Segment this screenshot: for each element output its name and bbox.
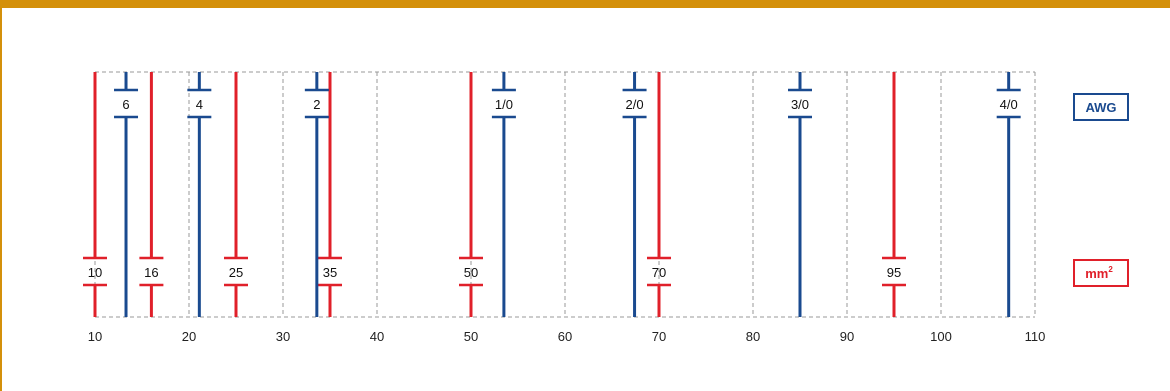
marker-label: 1/0 xyxy=(495,97,513,112)
top-accent-bar xyxy=(0,0,1170,8)
marker-label: 4/0 xyxy=(1000,97,1018,112)
mm2-badge-label: mm2 xyxy=(1085,265,1113,281)
mm2-badge-base: mm xyxy=(1085,266,1108,281)
x-tick-label-20: 20 xyxy=(182,329,196,344)
mm2-marker-50: 50 xyxy=(459,72,483,317)
mm2-badge: mm2 xyxy=(1073,259,1129,287)
mm2-marker-35: 35 xyxy=(318,72,342,317)
marker-label: 50 xyxy=(464,265,478,280)
x-tick-label-40: 40 xyxy=(370,329,384,344)
series-lines: 10 16 25 35 50 70 95 6 4 2 1/0 2/0 3/0 4/0 xyxy=(83,72,1021,317)
x-tick-label-60: 60 xyxy=(558,329,572,344)
marker-label: 3/0 xyxy=(791,97,809,112)
x-axis-ticks: 10 20 30 40 50 60 70 80 90 100 110 xyxy=(88,329,1046,344)
mm2-marker-10: 10 xyxy=(83,72,107,317)
mm2-marker-95: 95 xyxy=(882,72,906,317)
marker-label: 2 xyxy=(313,97,320,112)
awg-marker-4-0: 4/0 xyxy=(996,72,1021,317)
x-tick-label-80: 80 xyxy=(746,329,760,344)
mm2-badge-sup: 2 xyxy=(1108,265,1113,274)
x-tick-label-90: 90 xyxy=(840,329,854,344)
awg-marker-4: 4 xyxy=(187,72,212,317)
marker-label: 6 xyxy=(122,97,129,112)
mm2-marker-16: 16 xyxy=(139,72,164,317)
mm2-badge-box xyxy=(1073,259,1129,287)
marker-label: 95 xyxy=(887,265,901,280)
x-tick-label-50: 50 xyxy=(464,329,478,344)
mm2-marker-25: 25 xyxy=(224,72,248,317)
x-tick-label-100: 100 xyxy=(930,329,952,344)
awg-badge-box xyxy=(1073,93,1129,121)
marker-label: 70 xyxy=(652,265,666,280)
marker-label: 10 xyxy=(88,265,102,280)
x-tick-label-110: 110 xyxy=(1025,329,1046,344)
marker-label: 4 xyxy=(196,97,203,112)
x-tick-label-70: 70 xyxy=(652,329,666,344)
marker-label: 35 xyxy=(323,265,337,280)
awg-marker-2: 2 xyxy=(304,72,329,317)
awg-badge-label: AWG xyxy=(1085,100,1116,115)
marker-label: 2/0 xyxy=(626,97,644,112)
awg-badge: AWG xyxy=(1073,93,1129,121)
awg-marker-3-0: 3/0 xyxy=(788,72,812,317)
left-accent-bar xyxy=(0,0,2,391)
x-tick-label-10: 10 xyxy=(88,329,102,344)
awg-marker-2-0: 2/0 xyxy=(622,72,647,317)
marker-label: 16 xyxy=(144,265,158,280)
x-tick-label-30: 30 xyxy=(276,329,290,344)
marker-label: 25 xyxy=(229,265,243,280)
awg-marker-1-0: 1/0 xyxy=(491,72,516,317)
mm2-marker-70: 70 xyxy=(647,72,671,317)
awg-marker-6: 6 xyxy=(114,72,139,317)
